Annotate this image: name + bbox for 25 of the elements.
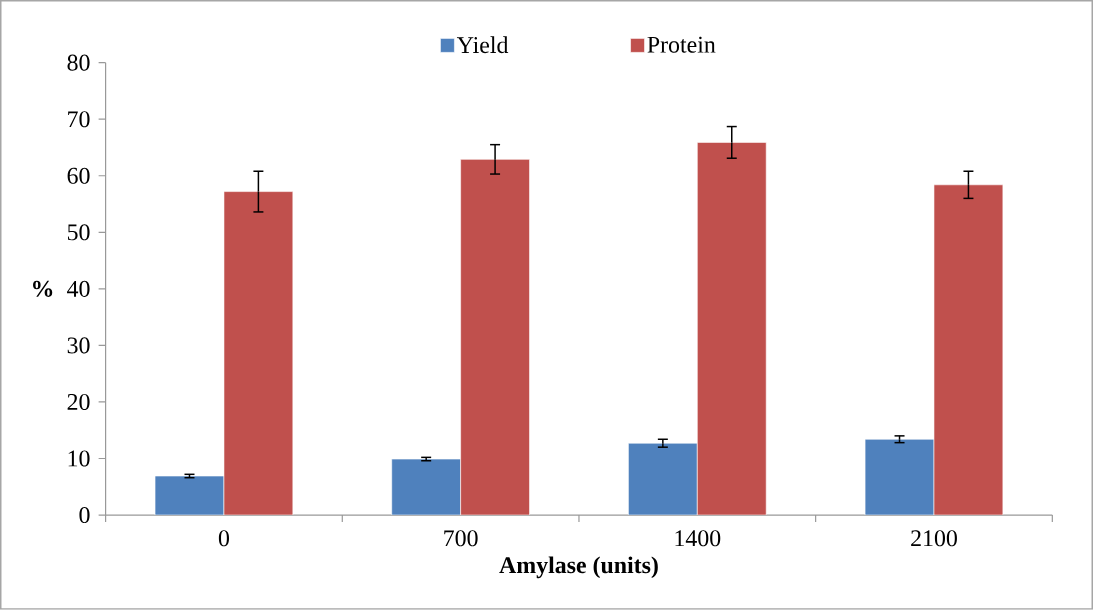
y-tick-label: 40 <box>67 280 90 298</box>
x-tick-label: 1400 <box>675 530 721 547</box>
bar <box>697 142 767 516</box>
x-tick-label: 0 <box>218 530 230 547</box>
x-tick-label: 2100 <box>911 530 957 547</box>
x-axis-title: Amylase (units) <box>499 556 658 579</box>
y-tick-label: 10 <box>68 450 90 467</box>
bar <box>864 439 935 516</box>
bar <box>223 191 294 516</box>
bar <box>460 159 530 516</box>
bar <box>154 475 225 516</box>
y-tick-label: 80 <box>67 54 90 71</box>
y-axis-title: % <box>33 280 53 298</box>
y-tick-label: 50 <box>67 224 90 241</box>
legend-label: Yield <box>456 36 509 54</box>
bar <box>628 443 698 516</box>
y-tick-label: 30 <box>67 337 90 354</box>
legend-label: Protein <box>647 36 716 53</box>
y-tick-label: 0 <box>79 507 90 524</box>
x-tick-label: 700 <box>444 530 478 547</box>
bar <box>391 458 461 516</box>
y-tick-label: 20 <box>67 394 90 411</box>
y-tick-label: 70 <box>68 111 90 128</box>
bar <box>933 184 1004 516</box>
y-tick-label: 60 <box>67 167 90 184</box>
